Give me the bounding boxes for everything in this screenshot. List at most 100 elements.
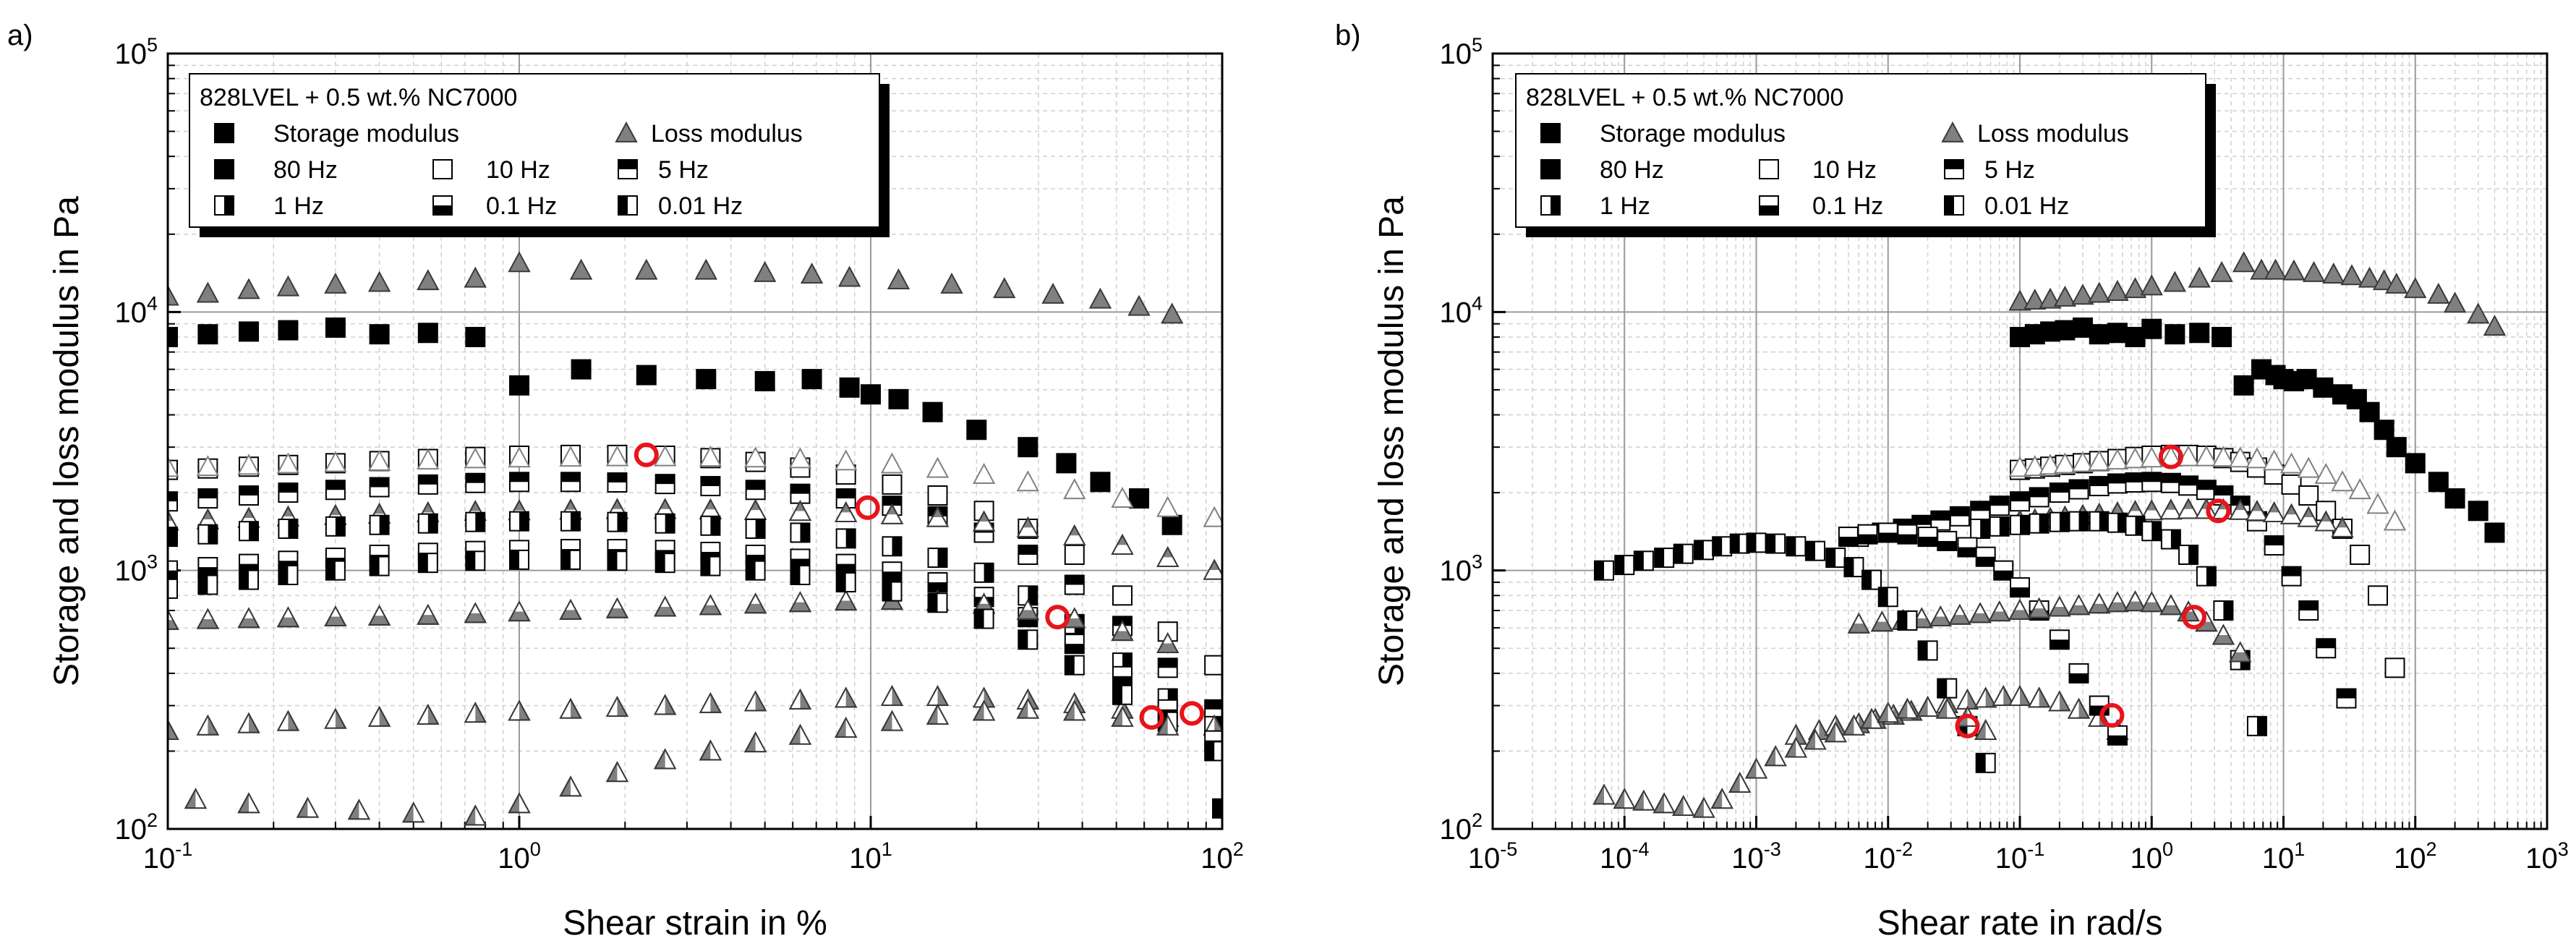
marker-body [2366,493,2389,514]
data-point [2279,503,2303,524]
data-point [2068,663,2089,684]
data-point [1974,719,1997,741]
data-point [2264,258,2287,280]
marker-fill [974,609,984,629]
marker-outline [1847,612,1870,634]
data-point [417,269,440,291]
data-point [325,516,346,537]
marker-body [571,359,592,380]
marker-outline [1744,757,1768,779]
data-point [835,528,856,549]
marker-outline [402,801,425,823]
data-point [2023,455,2047,477]
marker-body [1112,585,1133,606]
marker-fill [882,582,892,601]
data-point [168,491,178,512]
data-point [508,446,531,468]
marker-fill [2256,716,2266,736]
marker-fill [1898,610,1908,630]
marker-body [276,452,300,474]
marker-fill [1945,196,1954,215]
highlight-circle [855,495,880,520]
data-point [2233,375,2254,396]
marker-fill [1931,511,1950,521]
data-point [745,519,766,540]
marker-body [1127,294,1151,316]
marker-outline [1784,736,1808,758]
data-point [2068,511,2089,532]
marker-fill [2020,515,2029,535]
legend-item-5hz-label: 5 Hz [1984,156,2035,184]
data-point [2282,259,2306,281]
marker-fill [2264,512,2285,522]
data-point [1063,524,1086,545]
marker-fill [2073,595,2084,605]
legend-marker-shape [1540,123,1561,143]
legend-box [1515,73,2206,228]
marker-body [417,323,438,344]
marker-fill [561,550,571,569]
highlight-circle [1180,701,1205,726]
data-point [2008,684,2031,706]
data-point [1654,548,1675,569]
data-point [237,792,260,814]
marker-body [635,258,658,280]
data-point [835,501,858,522]
marker-fill [2196,480,2216,490]
data-point [2281,474,2302,495]
marker-body [325,317,346,338]
data-point [605,761,629,783]
marker-outline [972,510,996,532]
marker-body [559,446,582,467]
marker-body [238,321,259,342]
data-point [1804,728,1827,750]
marker-fill [746,480,765,490]
legend-item-80hz-label: 80 Hz [273,156,338,184]
marker-body [2072,317,2093,338]
data-point [2067,594,2091,616]
data-point [835,553,856,574]
marker-fill [2298,517,2319,527]
marker-outline [788,723,812,745]
marker-outline [2027,597,2051,618]
data-point [1594,560,1615,581]
data-point [2107,725,2128,746]
marker-fill [1918,641,1928,660]
marker-fill [2316,639,2336,649]
data-point [1090,472,1111,493]
marker-body [2246,447,2269,469]
data-point [2027,686,2051,708]
data-point [2049,482,2070,503]
data-point [2229,446,2252,468]
marker-outline [1613,788,1636,809]
data-point [197,557,218,578]
marker-outline [417,603,440,625]
marker-outline [1111,533,1134,555]
marker-fill [978,594,989,604]
marker-body [1941,121,1964,142]
marker-fill [835,512,856,522]
data-point [168,284,179,306]
marker-body [2140,446,2163,468]
marker-body [861,384,881,405]
marker-fill [418,474,438,485]
data-point [560,472,581,493]
data-point [2123,447,2147,469]
data-point [1838,527,1859,548]
marker-body [2467,302,2490,324]
data-point [2008,456,2031,477]
marker-fill [1065,655,1075,675]
data-point [2262,501,2286,522]
marker-body [2302,260,2326,282]
marker-body [214,123,234,143]
marker-body [993,277,1016,299]
data-point [197,524,218,545]
x-tick-label: 10-1 [1995,838,2045,874]
data-point [700,515,721,536]
marker-outline [347,799,371,820]
x-tick-label: 103 [2525,838,2569,874]
marker-fill [1595,561,1605,580]
marker-outline [417,703,440,725]
data-point [2106,448,2129,470]
data-point [888,388,909,409]
